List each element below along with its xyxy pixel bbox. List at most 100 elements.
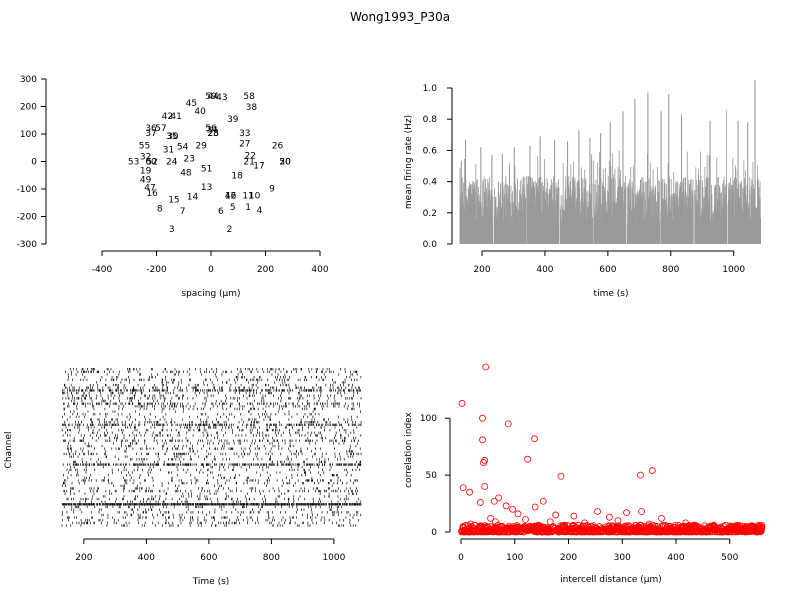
y-tick-label: -200	[17, 213, 38, 223]
channel-label: 42	[162, 112, 173, 122]
y-tick-label: 1.0	[423, 84, 438, 94]
raster-ylabel: Channel	[4, 432, 14, 469]
x-tick-label: 600	[200, 553, 217, 563]
channel-label: 39	[227, 115, 239, 125]
channel-label: 11	[242, 192, 253, 202]
x-tick-label: 400	[311, 265, 328, 275]
channel-label: 9	[269, 185, 275, 195]
channel-label: 53	[128, 158, 139, 168]
channel-label: 54	[177, 142, 189, 152]
channel-label: 31	[163, 145, 174, 155]
channel-label: 34	[206, 125, 218, 135]
channel-label: 14	[187, 193, 199, 203]
firing-rate-bars	[459, 80, 761, 244]
correlation-points	[458, 363, 766, 536]
x-tick-label: 1000	[722, 265, 745, 275]
channel-label: 38	[246, 103, 258, 113]
x-tick-label: -200	[146, 265, 167, 275]
firing-rate-axes: 200 400 600 800 1000 0.0 0.2 0.4 0.6 0.8 1.0	[423, 84, 746, 275]
x-tick-label: 600	[599, 265, 616, 275]
channel-label: 3	[169, 225, 175, 235]
x-tick-label: 0	[208, 265, 214, 275]
channel-label: 36	[145, 124, 157, 134]
spike-raster	[61, 368, 362, 527]
y-tick-label: 0.8	[423, 115, 438, 125]
y-tick-label: -100	[17, 185, 38, 195]
channel-label: 41	[170, 112, 181, 122]
channel-label: 50	[279, 158, 291, 168]
channel-label: 10	[249, 192, 261, 202]
y-tick-label: 0.4	[423, 178, 438, 188]
x-tick-label: 1000	[322, 553, 345, 563]
channel-label: 8	[157, 204, 163, 214]
firing-rate-panel: 200 400 600 800 1000 0.0 0.2 0.4 0.6 0.8 1.0 time …	[404, 80, 761, 299]
figure-title: Wong1993_P30a	[349, 10, 451, 24]
channel-label: 29	[195, 142, 207, 152]
electrode-layout-axes: -400 -200 0 200 400 300 200 100 0 -100 -200 -300	[17, 75, 329, 275]
channel-label: 49	[140, 176, 152, 186]
channel-label: 1	[245, 203, 251, 213]
channel-labels: 1234567891011121314151617181920212223242…	[128, 92, 291, 235]
y-tick-label: 0	[31, 158, 37, 168]
electrode-layout-xlabel: spacing (μm)	[181, 289, 240, 299]
channel-label: 59	[205, 92, 217, 102]
x-tick-label: 200	[473, 265, 490, 275]
x-tick-label: 800	[263, 553, 280, 563]
channel-label: 40	[194, 107, 206, 117]
y-tick-label: -300	[17, 240, 38, 250]
y-tick-label: 0.2	[423, 209, 437, 219]
channel-label: 27	[239, 139, 250, 149]
channel-label: 45	[186, 99, 197, 109]
x-tick-label: 400	[138, 553, 155, 563]
firing-rate-xlabel: time (s)	[594, 289, 629, 299]
y-tick-label: 100	[20, 130, 37, 140]
channel-label: 55	[139, 142, 150, 152]
channel-label: 46	[225, 192, 237, 202]
channel-label: 7	[180, 207, 186, 217]
channel-label: 6	[218, 207, 224, 217]
channel-label: 57	[155, 124, 166, 134]
channel-label: 52	[146, 158, 157, 168]
channel-label: 16	[146, 189, 158, 199]
y-tick-label: 0.0	[423, 240, 438, 250]
x-tick-label: 400	[536, 265, 553, 275]
channel-label: 18	[231, 172, 243, 182]
channel-label: 15	[168, 196, 179, 206]
channel-label: 60	[145, 158, 157, 168]
x-tick-label: 800	[662, 265, 679, 275]
channel-label: 58	[243, 92, 255, 102]
channel-label: 47	[144, 184, 155, 194]
channel-label: 51	[201, 165, 212, 175]
channel-label: 24	[166, 158, 178, 168]
x-tick-label: 200	[75, 553, 92, 563]
channel-label: 35	[166, 132, 177, 142]
raster-axes: 200 400 600 800 1000	[75, 538, 346, 563]
channel-label: 43	[216, 93, 227, 103]
channel-label: 44	[207, 92, 219, 102]
y-tick-label: 300	[20, 75, 37, 85]
raster-xlabel: Time (s)	[192, 577, 230, 587]
channel-label: 26	[272, 142, 284, 152]
channel-label: 2	[227, 225, 233, 235]
channel-label: 12	[225, 192, 236, 202]
channel-label: 4	[257, 206, 263, 216]
channel-label: 23	[183, 154, 194, 164]
channel-label: 21	[243, 158, 254, 168]
channel-label: 19	[140, 167, 152, 177]
firing-rate-ylabel: mean firing rate (Hz)	[404, 115, 414, 209]
raster-panel: 200 400 600 800 1000 Time (s) Channel	[4, 368, 362, 587]
channel-label: 13	[201, 183, 212, 193]
channel-label: 56	[205, 124, 217, 134]
channel-label: 30	[167, 132, 179, 142]
channel-label: 22	[245, 151, 256, 161]
y-tick-label: 0.6	[423, 146, 438, 156]
x-tick-label: -400	[92, 265, 113, 275]
channel-label: 32	[140, 153, 151, 163]
channel-label: 28	[207, 129, 219, 139]
channel-label: 20	[279, 158, 291, 168]
y-tick-label: 200	[20, 103, 37, 113]
channel-label: 33	[239, 129, 250, 139]
